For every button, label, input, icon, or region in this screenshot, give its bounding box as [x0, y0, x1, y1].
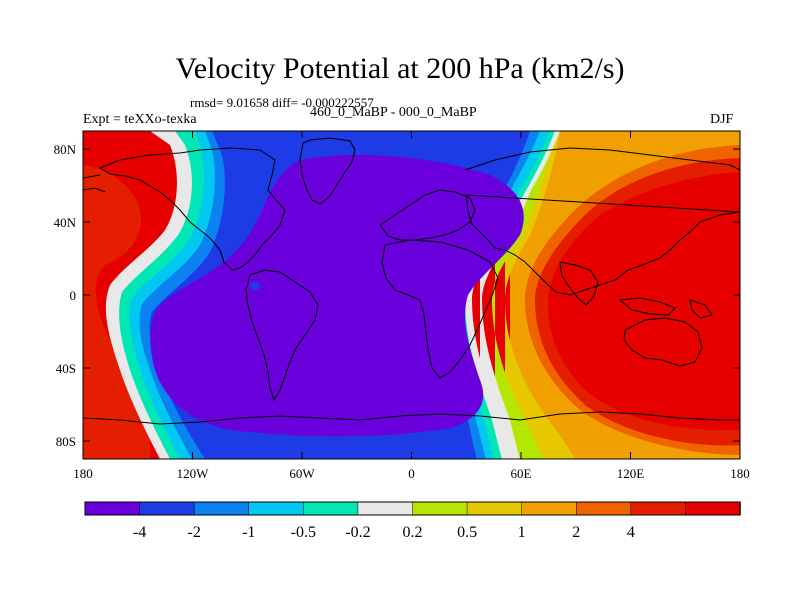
x-tick-label: 120W [177, 466, 210, 481]
coast-india [559, 261, 599, 306]
colorbar-frame [84, 501, 741, 516]
colorbar-bin [248, 501, 305, 516]
coast-north-america [98, 147, 286, 271]
y-tick-label: 0 [70, 288, 77, 303]
x-tick-label: 180 [730, 466, 750, 481]
comparison-label: 460_0_MaBP - 000_0_MaBP [310, 105, 477, 120]
colorbar: -4 -2 -1 -0.5 -0.2 0.2 0.5 1 2 4 [84, 501, 741, 541]
axis-ticks [82, 131, 741, 459]
colorbar-label: -1 [242, 524, 255, 541]
colorbar-bin [576, 501, 632, 516]
colorbar-label: -0.2 [345, 524, 370, 541]
colorbar-bins [84, 501, 741, 516]
y-tick-label: 80S [56, 434, 76, 449]
colorbar-bin [139, 501, 195, 516]
colorbar-label: 1 [518, 524, 526, 541]
colorbar-bin [630, 501, 687, 516]
coast-asia [464, 147, 740, 296]
y-tick-label: 40S [56, 361, 76, 376]
colorbar-label: 4 [627, 524, 635, 541]
colorbar-bin [84, 501, 141, 516]
y-tick-label: 40N [54, 215, 77, 230]
band-c1-core [150, 155, 524, 437]
colorbar-bin [357, 501, 414, 516]
colorbar-label: -2 [188, 524, 201, 541]
colorbar-bin [685, 501, 741, 516]
colorbar-bin [521, 501, 578, 516]
x-tick-label: 60W [289, 466, 315, 481]
coastlines [83, 137, 740, 425]
colorbar-bin [193, 501, 250, 516]
season-label: DJF [710, 112, 734, 127]
x-axis-labels: 180 120W 60W 0 60E 120E 180 [73, 466, 750, 481]
experiment-label: Expt = teXXo-texka [83, 112, 197, 127]
x-tick-label: 0 [408, 466, 415, 481]
colorbar-bin [466, 501, 523, 516]
colorbar-labels: -4 -2 -1 -0.5 -0.2 0.2 0.5 1 2 4 [133, 524, 635, 541]
band-c11-west [83, 165, 150, 459]
small-blue-spot [250, 282, 260, 290]
y-axis-labels: 80N 40N 0 40S 80S [54, 142, 77, 449]
plot-title: Velocity Potential at 200 hPa (km2/s) [175, 52, 625, 85]
coast-africa [381, 239, 499, 379]
coast-australia [623, 317, 703, 367]
rmsd-diff-label: rmsd= 9.01658 diff= -0.000222557 [190, 95, 374, 110]
x-tick-label: 180 [73, 466, 93, 481]
band-c9-east [510, 131, 740, 459]
y-tick-label: 80N [54, 142, 77, 157]
colorbar-label: 0.2 [403, 524, 423, 541]
coast-arctic [83, 174, 106, 193]
coast-greenland [299, 137, 356, 205]
colorbar-label: -4 [133, 524, 146, 541]
coast-antarctica [83, 411, 740, 425]
x-tick-label: 120E [617, 466, 645, 481]
x-tick-label: 60E [511, 466, 532, 481]
colorbar-label: 0.5 [457, 524, 477, 541]
contour-fields [83, 131, 740, 459]
colorbar-label: 2 [572, 524, 580, 541]
colorbar-bin [303, 501, 359, 516]
coast-maritime-asia [618, 297, 713, 319]
colorbar-label: -0.5 [291, 524, 316, 541]
colorbar-bin [412, 501, 468, 516]
coast-south-america [245, 269, 319, 402]
